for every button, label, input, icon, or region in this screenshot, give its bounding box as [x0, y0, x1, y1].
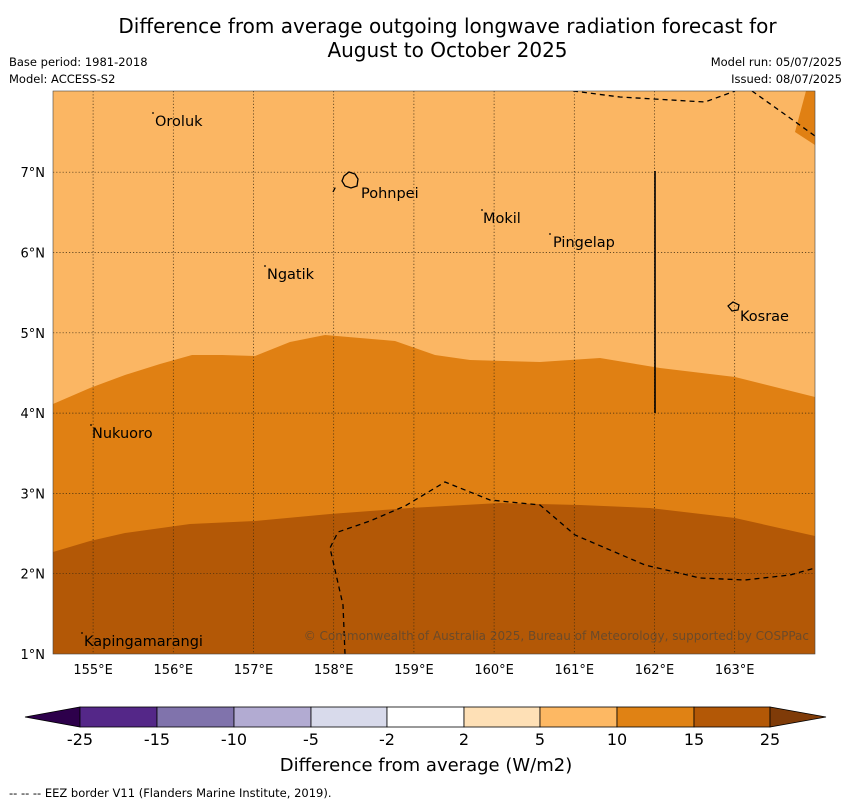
colorbar-label: 15	[684, 730, 704, 749]
colorbar-bin	[463, 706, 541, 728]
colorbar-label: -25	[67, 730, 93, 749]
model-name: Model: ACCESS-S2	[9, 72, 116, 86]
place-marker	[264, 265, 266, 267]
place-marker	[152, 112, 154, 114]
latitude-tick-labels: 1°N 2°N 3°N 4°N 5°N 6°N 7°N	[21, 166, 46, 663]
lat-tick-label: 5°N	[21, 327, 46, 342]
colorbar-label: -2	[379, 730, 395, 749]
place-label-mokil: Mokil	[483, 211, 521, 227]
title-line-2: August to October 2025	[327, 38, 568, 62]
title-line-1: Difference from average outgoing longwav…	[118, 14, 777, 38]
region-10-to-15-corner	[795, 91, 815, 145]
colorbar-label: 25	[760, 730, 780, 749]
colorbar: -25 -15 -10 -5 -2 2 5 10 15 25	[24, 706, 827, 749]
issued-date: Issued: 08/07/2025	[731, 72, 842, 86]
colorbar-label: 10	[607, 730, 627, 749]
lat-tick-label: 6°N	[21, 247, 46, 262]
eez-borders	[329, 91, 815, 654]
map-frame	[52, 90, 816, 655]
model-run: Model run: 05/07/2025	[710, 55, 842, 69]
colorbar-extend-high	[769, 706, 827, 728]
base-period: Base period: 1981-2018	[9, 55, 148, 69]
eez-border-northeast	[751, 91, 815, 137]
lon-tick-label: 159°E	[394, 663, 434, 678]
colorbar-label: 5	[535, 730, 545, 749]
lat-tick-label: 1°N	[21, 648, 46, 663]
colorbar-bin	[310, 706, 388, 728]
place-label-nukuoro: Nukuoro	[92, 426, 153, 442]
lon-tick-label: 160°E	[474, 663, 514, 678]
longitude-tick-labels: 155°E 156°E 157°E 158°E 159°E 160°E 161°E 162°E…	[73, 663, 754, 678]
place-marker	[481, 209, 483, 211]
lon-tick-label: 157°E	[234, 663, 274, 678]
eez-border-south	[329, 481, 815, 654]
eez-footnote: -- -- -- EEZ border V11 (Flanders Marine…	[9, 786, 332, 800]
lat-tick-label: 3°N	[21, 487, 46, 502]
colorbar-extend-low	[24, 706, 81, 728]
colorbar-bin	[539, 706, 618, 728]
colorbar-bin	[693, 706, 771, 728]
chart-title: Difference from average outgoing longwav…	[0, 14, 850, 62]
lat-tick-label: 7°N	[21, 166, 46, 181]
meta-right: Model run: 05/07/2025 Issued: 08/07/2025	[711, 54, 842, 88]
colorbar-bin	[79, 706, 158, 728]
colorbar-title: Difference from average (W/m2)	[279, 755, 573, 776]
place-label-kapingamarangi: Kapingamarangi	[84, 634, 203, 650]
kosrae-island	[727, 301, 740, 312]
place-label-pingelap: Pingelap	[553, 235, 615, 251]
colorbar-label: 2	[459, 730, 469, 749]
lon-tick-label: 156°E	[154, 663, 194, 678]
colorbar-label: -10	[221, 730, 247, 749]
meta-left: Base period: 1981-2018 Model: ACCESS-S2	[9, 54, 148, 88]
colorbar-label: -15	[144, 730, 170, 749]
lon-tick-label: 163°E	[715, 663, 755, 678]
lat-tick-label: 4°N	[21, 407, 46, 422]
place-label-pohnpei: Pohnpei	[361, 186, 419, 202]
lon-tick-label: 162°E	[635, 663, 675, 678]
lon-tick-label: 155°E	[73, 663, 113, 678]
colorbar-bin	[386, 706, 465, 728]
place-label-oroluk: Oroluk	[155, 114, 203, 130]
lon-tick-label: 161°E	[555, 663, 595, 678]
place-marker	[90, 424, 92, 426]
pohnpei-island	[341, 171, 359, 189]
copyright: © Commonwealth of Australia 2025, Bureau…	[304, 629, 809, 643]
colorbar-bin	[233, 706, 312, 728]
place-label-kosrae: Kosrae	[740, 309, 789, 325]
lon-tick-label: 158°E	[314, 663, 354, 678]
colorbar-label: -5	[303, 730, 319, 749]
place-marker	[549, 233, 551, 235]
colorbar-bin	[616, 706, 695, 728]
colorbar-bin	[156, 706, 235, 728]
place-marker	[81, 632, 83, 634]
place-label-ngatik: Ngatik	[267, 267, 315, 283]
map-area: Oroluk Pohnpei Mokil Pingelap Ngatik Kosrae Nu…	[53, 91, 815, 654]
place-labels: Oroluk Pohnpei Mokil Pingelap Ngatik Kosrae Nu…	[81, 112, 789, 650]
lat-tick-label: 2°N	[21, 568, 46, 583]
eez-border-north	[572, 91, 736, 103]
region-15-to-25	[53, 503, 815, 654]
eez-border-pohnpei	[332, 185, 337, 193]
